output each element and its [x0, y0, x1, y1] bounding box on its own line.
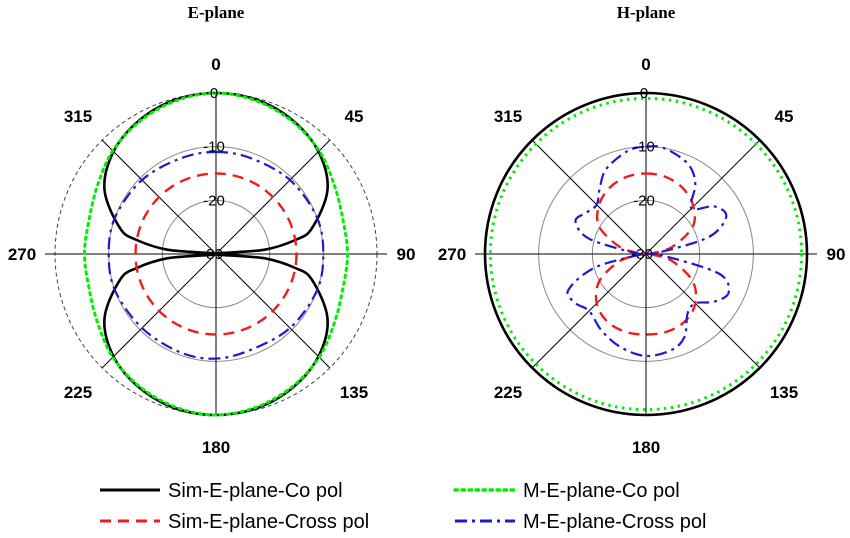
- legend-label-sim-e-plane-cross-pol: Sim-E-plane-Cross pol: [168, 511, 369, 533]
- h-plane-angle-label: 0: [641, 55, 650, 74]
- h-plane-angle-label: 45: [775, 107, 794, 126]
- e-plane-angle-label: 90: [397, 245, 416, 264]
- h-plane-series-m-e-plane-cross-pol: [566, 145, 731, 358]
- h-plane-angle-label: 270: [438, 245, 466, 264]
- legend: Sim-E-plane-Co pol M-E-plane-Co pol Sim-E-…: [100, 480, 706, 533]
- h-plane-angle-label: 180: [632, 438, 660, 457]
- e-plane-series-m-e-plane-cross-pol: [107, 150, 325, 360]
- e-plane-radial-tick-label: -20: [203, 192, 225, 209]
- h-plane-radial-tick-label: -30: [631, 246, 653, 263]
- h-plane-angle-label: 90: [827, 245, 846, 264]
- h-plane-panel: H-plane 0 -10 -20 -30 0 45 90 135 180 225 270 315: [438, 3, 846, 457]
- h-plane-angle-label: 315: [494, 107, 522, 126]
- e-plane-radial-tick-label: -30: [201, 246, 223, 263]
- e-plane-angle-label: 45: [345, 107, 364, 126]
- e-plane-angle-label: 0: [211, 55, 220, 74]
- h-plane-radial-tick-label: -20: [633, 192, 655, 209]
- h-plane-angle-label: 225: [494, 383, 522, 402]
- e-plane-panel: E-plane 0 -10 -20 -30 0 45 90 135 180 225 270 315: [8, 3, 416, 457]
- h-plane-title: H-plane: [617, 3, 676, 22]
- e-plane-title: E-plane: [188, 3, 245, 22]
- h-plane-radial-tick-label: -10: [633, 139, 655, 156]
- e-plane-angle-label: 315: [64, 107, 92, 126]
- e-plane-series-sim-e-plane-cross-pol: [134, 172, 298, 336]
- h-plane-series-sim-e-plane-co-pol: [483, 91, 809, 417]
- h-plane-radial-tick-label: 0: [640, 85, 648, 102]
- e-plane-radial-tick-label: 0: [210, 85, 218, 102]
- e-plane-angle-label: 180: [202, 438, 230, 457]
- e-plane-angle-label: 270: [8, 245, 36, 264]
- h-plane-angle-label: 135: [770, 383, 798, 402]
- legend-label-sim-e-plane-co-pol: Sim-E-plane-Co pol: [168, 480, 343, 502]
- legend-label-m-e-plane-cross-pol: M-E-plane-Cross pol: [523, 511, 706, 533]
- e-plane-series-m-e-plane-co-pol: [83, 91, 349, 417]
- e-plane-angle-label: 135: [340, 383, 368, 402]
- legend-label-m-e-plane-co-pol: M-E-plane-Co pol: [523, 480, 680, 502]
- h-plane-series-m-e-plane-co-pol: [488, 96, 804, 412]
- e-plane-angle-label: 225: [64, 383, 92, 402]
- h-plane-series-sim-e-plane-cross-pol: [594, 172, 698, 336]
- e-plane-radial-tick-label: -10: [203, 139, 225, 156]
